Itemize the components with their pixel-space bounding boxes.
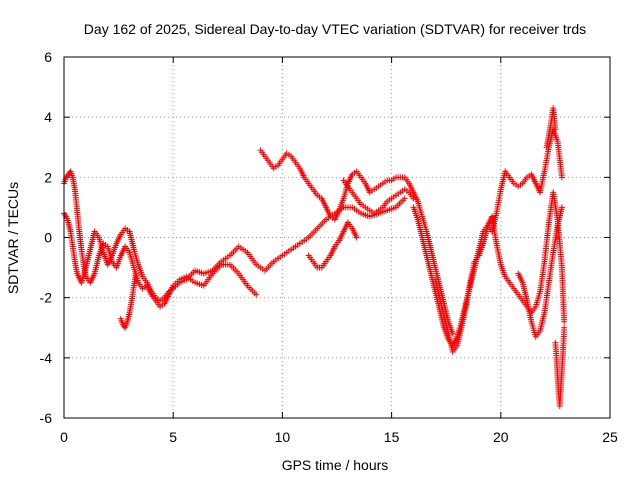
- tick-labels: 0 5 10 15 20 25 -6 -4 -2 0 2 4 6: [40, 49, 618, 445]
- gridlines: [64, 57, 610, 418]
- data-point: [353, 234, 360, 241]
- y-tick-label: 2: [44, 169, 52, 185]
- y-tick-label: -2: [40, 290, 53, 306]
- y-tick-label: -6: [40, 410, 53, 426]
- data-point: [253, 291, 260, 298]
- chart-title: Day 162 of 2025, Sidereal Day-to-day VTE…: [84, 21, 586, 37]
- data-point: [401, 195, 408, 202]
- y-axis-label: SDTVAR / TECUs: [5, 182, 21, 294]
- data-point: [133, 270, 140, 277]
- x-tick-label: 20: [493, 429, 509, 445]
- y-tick-label: 0: [44, 230, 52, 246]
- x-tick-label: 25: [602, 429, 618, 445]
- data-point: [561, 318, 568, 325]
- data-point: [558, 174, 565, 181]
- x-tick-label: 10: [275, 429, 291, 445]
- x-tick-label: 5: [169, 429, 177, 445]
- data-point: [558, 204, 565, 211]
- data-point: [552, 126, 559, 133]
- data-points: [61, 105, 568, 409]
- x-axis-label: GPS time / hours: [282, 457, 389, 473]
- y-tick-label: 6: [44, 49, 52, 65]
- data-point: [561, 324, 568, 331]
- y-tick-label: 4: [44, 109, 52, 125]
- data-point: [410, 195, 417, 202]
- x-tick-label: 0: [60, 429, 68, 445]
- y-tick-label: -4: [40, 350, 53, 366]
- plot-border: [63, 56, 611, 419]
- x-tick-label: 15: [384, 429, 400, 445]
